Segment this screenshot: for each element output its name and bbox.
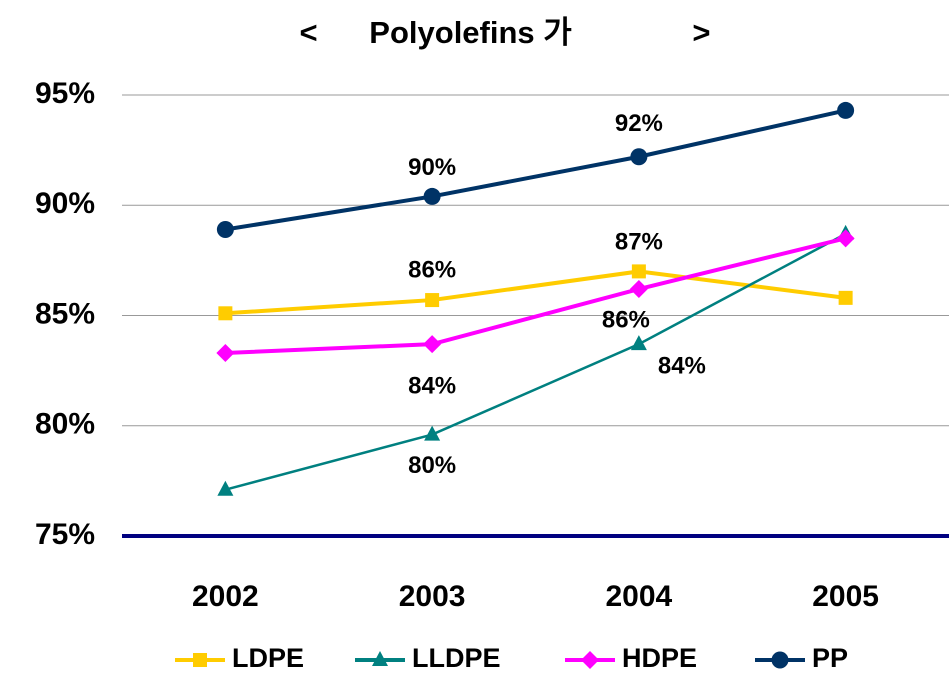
data-point (836, 229, 855, 248)
data-point (216, 221, 234, 239)
legend-marker (581, 651, 599, 669)
x-tick-label: 2005 (812, 580, 879, 613)
data-point (423, 335, 442, 354)
data-point (216, 343, 235, 362)
y-tick-label: 85% (35, 297, 95, 330)
data-point (424, 425, 441, 441)
x-tick-label: 2002 (192, 580, 259, 613)
series-line (225, 108, 847, 232)
legend-marker (193, 653, 207, 667)
data-label: 86% (602, 306, 650, 333)
series-line (225, 236, 847, 355)
legend-marker (771, 651, 789, 669)
data-point (217, 480, 234, 496)
data-point (425, 293, 440, 308)
data-label: 84% (408, 373, 456, 400)
legend-label: LDPE (232, 643, 304, 673)
data-label: 84% (658, 353, 706, 380)
data-label: 92% (615, 110, 663, 137)
data-point (423, 187, 441, 205)
data-point (837, 101, 855, 119)
y-tick-label: 95% (35, 77, 95, 110)
legend-label: PP (812, 643, 848, 673)
data-point (630, 148, 648, 166)
legend-marker (372, 651, 388, 666)
x-tick-label: 2003 (399, 580, 466, 613)
data-point (631, 264, 646, 279)
legend-label: LLDPE (412, 643, 501, 673)
data-label: 86% (408, 256, 456, 283)
chart-title: < Polyolefins 가 > (300, 15, 711, 50)
data-label: 90% (408, 154, 456, 181)
data-point (838, 290, 853, 305)
y-tick-label: 80% (35, 408, 95, 441)
data-label: 87% (615, 229, 663, 256)
data-point (218, 306, 233, 321)
series-line (225, 269, 846, 316)
series-line (225, 232, 847, 491)
data-label: 80% (408, 452, 456, 479)
data-point (630, 335, 647, 351)
y-tick-label: 90% (35, 187, 95, 220)
legend-label: HDPE (622, 643, 697, 673)
data-point (629, 280, 648, 299)
y-tick-label: 75% (35, 518, 95, 551)
x-tick-label: 2004 (606, 580, 673, 613)
